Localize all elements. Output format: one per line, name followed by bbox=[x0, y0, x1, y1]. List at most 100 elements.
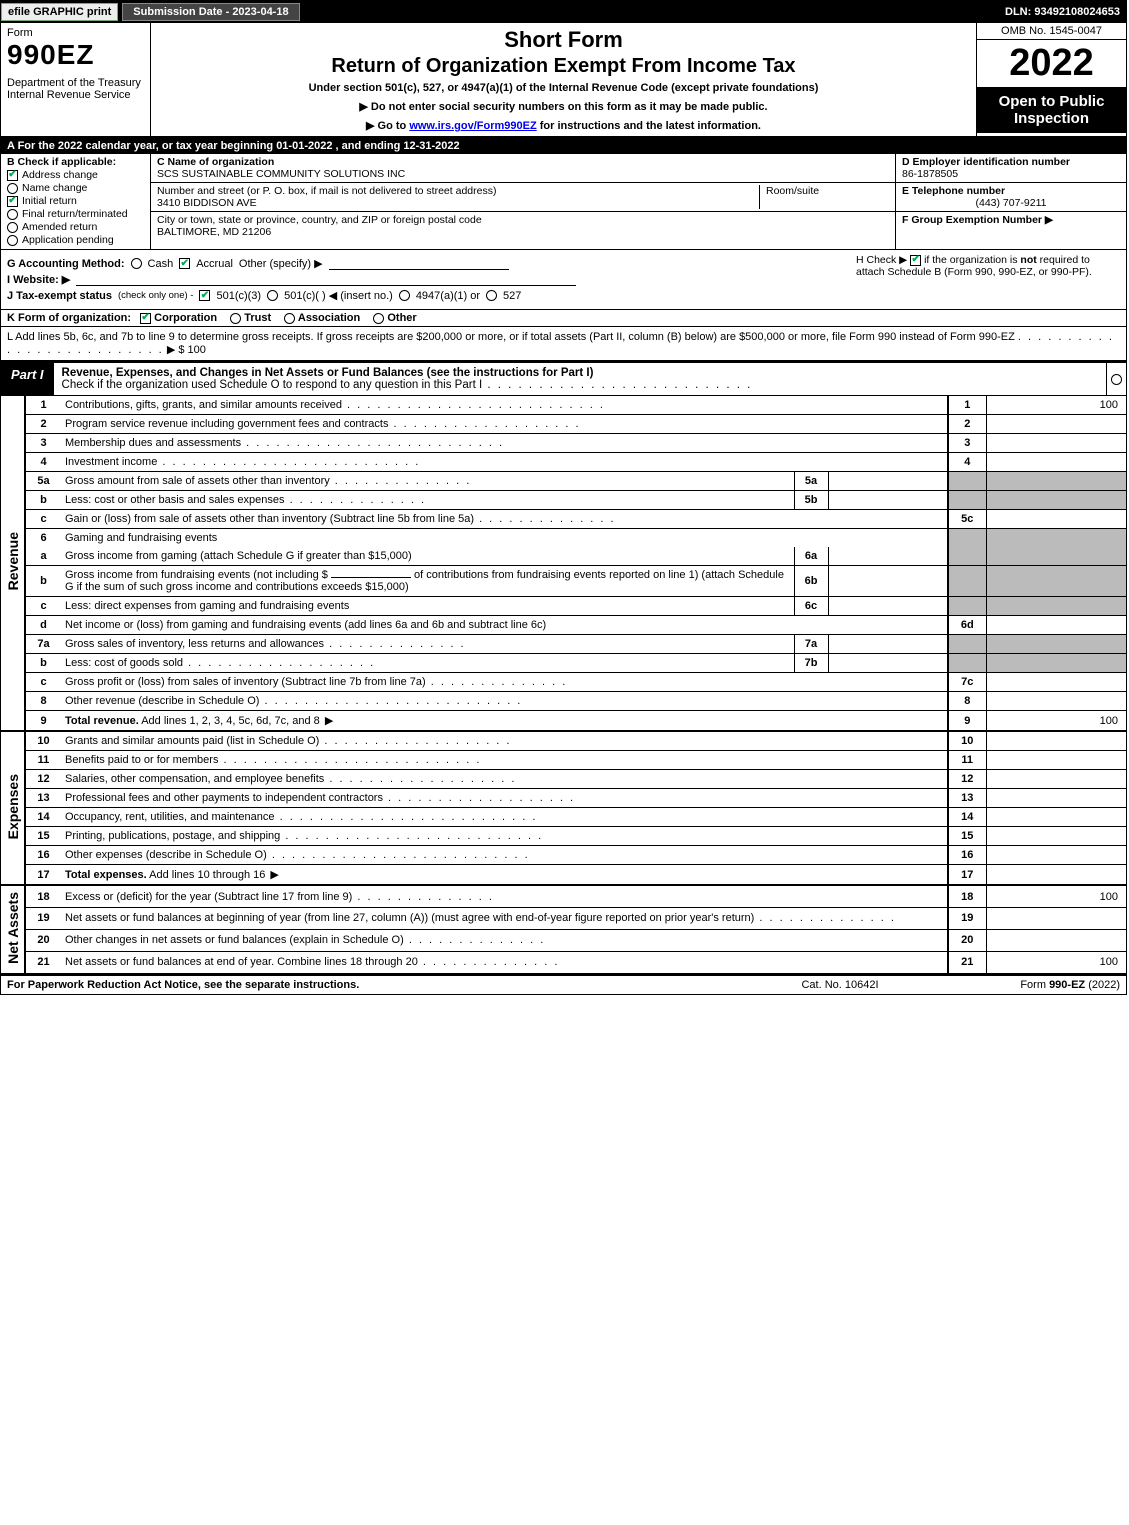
cb-amended[interactable]: Amended return bbox=[7, 221, 144, 233]
k-label: K Form of organization: bbox=[7, 312, 131, 324]
line-6: 6 Gaming and fundraising events bbox=[1, 529, 1126, 548]
line-rval-shade bbox=[986, 635, 1126, 654]
line-num: 16 bbox=[25, 846, 61, 865]
checkbox-icon[interactable] bbox=[284, 313, 295, 324]
line-rnum: 21 bbox=[948, 951, 986, 973]
cb-label: Final return/terminated bbox=[22, 208, 128, 220]
inbox-label: 6c bbox=[794, 597, 828, 616]
line-rnum-shade bbox=[948, 597, 986, 616]
part1-title: Revenue, Expenses, and Changes in Net As… bbox=[54, 363, 1106, 395]
efile-print-button[interactable]: efile GRAPHIC print bbox=[1, 3, 118, 21]
org-city: BALTIMORE, MD 21206 bbox=[157, 226, 889, 238]
line-desc: Contributions, gifts, grants, and simila… bbox=[61, 396, 948, 415]
cb-final-return[interactable]: Final return/terminated bbox=[7, 208, 144, 220]
part1-label: Part I bbox=[1, 363, 54, 395]
check-icon[interactable] bbox=[179, 258, 190, 269]
c-street-row: Number and street (or P. O. box, if mail… bbox=[151, 183, 895, 212]
org-name: SCS SUSTAINABLE COMMUNITY SOLUTIONS INC bbox=[157, 168, 889, 180]
cb-initial-return[interactable]: Initial return bbox=[7, 195, 144, 207]
line-desc: Other expenses (describe in Schedule O) bbox=[61, 846, 948, 865]
line-5c: c Gain or (loss) from sale of assets oth… bbox=[1, 510, 1126, 529]
line-rval-shade bbox=[986, 566, 1126, 597]
line-rval bbox=[986, 770, 1126, 789]
line-num: b bbox=[25, 491, 61, 510]
checkbox-icon bbox=[7, 235, 18, 246]
line-7c: c Gross profit or (loss) from sales of i… bbox=[1, 673, 1126, 692]
ein-label: D Employer identification number bbox=[902, 156, 1120, 168]
footer: For Paperwork Reduction Act Notice, see … bbox=[1, 974, 1126, 994]
form-number-footer: Form 990-EZ (2022) bbox=[940, 979, 1120, 991]
ssn-warning: ▶ Do not enter social security numbers o… bbox=[157, 100, 970, 113]
line-desc: Investment income bbox=[61, 453, 948, 472]
check-icon[interactable] bbox=[140, 313, 151, 324]
line-rval: 100 bbox=[986, 885, 1126, 908]
cb-name-change[interactable]: Name change bbox=[7, 182, 144, 194]
k-assoc: Association bbox=[298, 312, 360, 324]
line-num: 18 bbox=[25, 885, 61, 908]
website-line bbox=[76, 274, 576, 286]
line-desc: Membership dues and assessments bbox=[61, 434, 948, 453]
line-6c: c Less: direct expenses from gaming and … bbox=[1, 597, 1126, 616]
d-ein-row: D Employer identification number 86-1878… bbox=[896, 154, 1126, 183]
line-num: 12 bbox=[25, 770, 61, 789]
cb-label: Initial return bbox=[22, 195, 77, 207]
line-desc-text: Net assets or fund balances at end of ye… bbox=[65, 956, 559, 968]
irs-link[interactable]: www.irs.gov/Form990EZ bbox=[409, 120, 536, 132]
line-rval bbox=[986, 929, 1126, 951]
header-right: OMB No. 1545-0047 2022 Open to Public In… bbox=[976, 23, 1126, 136]
cb-app-pending[interactable]: Application pending bbox=[7, 234, 144, 246]
checkbox-icon[interactable] bbox=[373, 313, 384, 324]
goto-post: for instructions and the latest informat… bbox=[537, 120, 761, 132]
line-desc: Benefits paid to or for members bbox=[61, 751, 948, 770]
k-corp: Corporation bbox=[154, 312, 217, 324]
line-rval-shade bbox=[986, 547, 1126, 566]
line-num: 19 bbox=[25, 908, 61, 930]
h-mid: if the organization is bbox=[924, 254, 1020, 266]
line-desc: Gross amount from sale of assets other t… bbox=[61, 472, 794, 491]
checkbox-icon[interactable] bbox=[399, 290, 410, 301]
phone-label: E Telephone number bbox=[902, 185, 1120, 197]
g-cash: Cash bbox=[148, 258, 174, 270]
line-desc: Gain or (loss) from sale of assets other… bbox=[61, 510, 948, 529]
formno-val: 990-EZ bbox=[1049, 979, 1085, 991]
line-14: 14 Occupancy, rent, utilities, and maint… bbox=[1, 808, 1126, 827]
check-icon[interactable] bbox=[199, 290, 210, 301]
checkbox-icon[interactable] bbox=[131, 258, 142, 269]
line-num: 8 bbox=[25, 692, 61, 711]
inbox-value bbox=[828, 491, 948, 510]
goto-pre: ▶ Go to bbox=[366, 120, 409, 132]
check-icon bbox=[7, 170, 18, 181]
line-num: 3 bbox=[25, 434, 61, 453]
cb-address-change[interactable]: Address change bbox=[7, 169, 144, 181]
line-num: 20 bbox=[25, 929, 61, 951]
inbox-value bbox=[828, 654, 948, 673]
checkbox-icon[interactable] bbox=[486, 290, 497, 301]
part1-endbox[interactable] bbox=[1106, 363, 1126, 395]
group-label: F Group Exemption Number ▶ bbox=[902, 214, 1120, 226]
line-desc: Printing, publications, postage, and shi… bbox=[61, 827, 948, 846]
l17-dots: Add lines 10 through 16 bbox=[147, 869, 281, 881]
g-other-line bbox=[329, 258, 509, 270]
vcat-netassets: Net Assets bbox=[1, 885, 25, 973]
line-3: 3 Membership dues and assessments 3 bbox=[1, 434, 1126, 453]
l-amount-prefix: ▶ $ bbox=[167, 344, 188, 356]
line-desc: Other changes in net assets or fund bala… bbox=[61, 929, 948, 951]
line-rval-shade bbox=[986, 472, 1126, 491]
line-15: 15 Printing, publications, postage, and … bbox=[1, 827, 1126, 846]
k-row: K Form of organization: Corporation Trus… bbox=[1, 310, 1126, 327]
checkbox-icon[interactable] bbox=[230, 313, 241, 324]
line-rnum: 19 bbox=[948, 908, 986, 930]
l9-dots: Add lines 1, 2, 3, 4, 5c, 6d, 7c, and 8 bbox=[141, 715, 335, 727]
check-icon bbox=[7, 196, 18, 207]
under-section-text: Under section 501(c), 527, or 4947(a)(1)… bbox=[157, 82, 970, 94]
org-street: 3410 BIDDISON AVE bbox=[157, 197, 759, 209]
line-desc: Net income or (loss) from gaming and fun… bbox=[61, 616, 948, 635]
line-rval bbox=[986, 827, 1126, 846]
line-rval bbox=[986, 908, 1126, 930]
h-not: not bbox=[1020, 254, 1036, 266]
j-4947: 4947(a)(1) or bbox=[416, 290, 480, 302]
line-desc-text: Net assets or fund balances at beginning… bbox=[65, 912, 896, 924]
checkbox-icon[interactable] bbox=[267, 290, 278, 301]
g-label: G Accounting Method: bbox=[7, 258, 125, 270]
l17-bold: Total expenses. bbox=[65, 869, 147, 881]
